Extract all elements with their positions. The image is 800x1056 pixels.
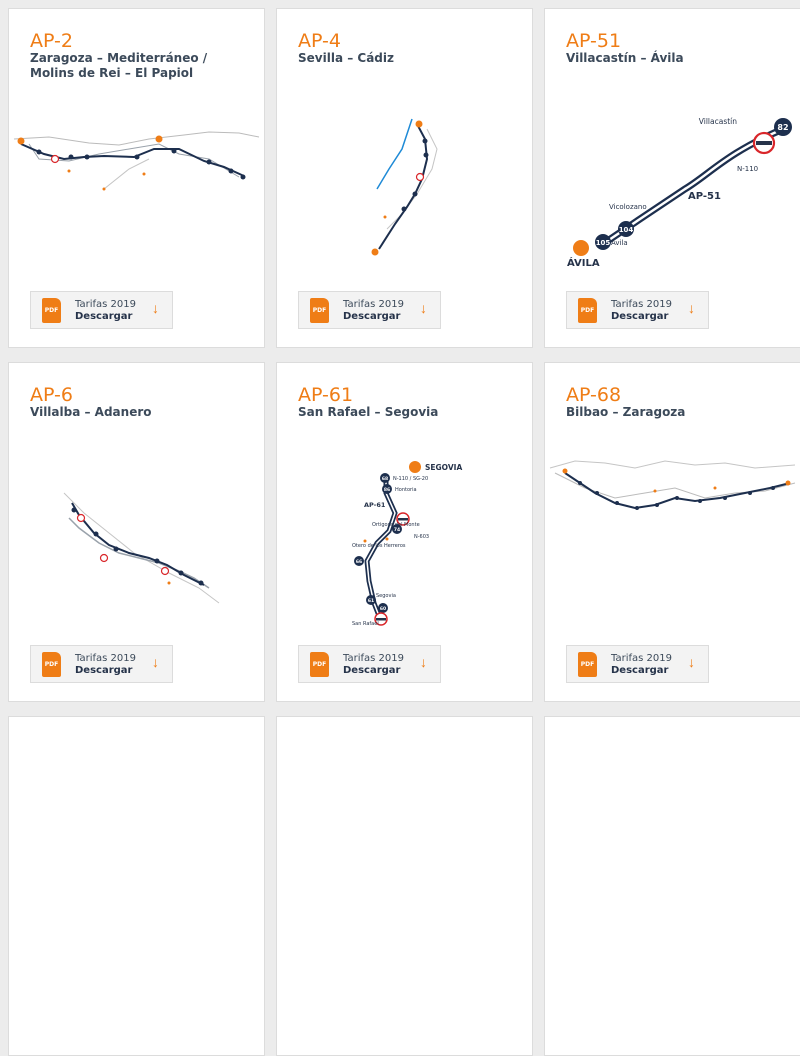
- svg-text:66: 66: [356, 559, 362, 565]
- card-route-name: San Rafael – Segovia: [298, 405, 439, 419]
- route-map[interactable]: 105 104 82 Villacastín N-110 AP-51 Vicol…: [545, 99, 800, 279]
- card-route-name: Bilbao – Zaragoza: [566, 405, 686, 419]
- hontoria-label: Hontoria: [395, 487, 417, 493]
- segovia-city-label: SEGOVIA: [425, 463, 462, 472]
- download-tariffs-button[interactable]: PDF Tarifas 2019 Descargar ↓: [566, 645, 709, 683]
- download-label: Descargar: [75, 311, 133, 322]
- n110-label: N-110: [737, 165, 758, 173]
- pdf-icon: PDF: [578, 652, 597, 677]
- otero-label: Otero de los Herreros: [352, 543, 406, 549]
- road-label: AP-61: [364, 501, 386, 509]
- card-next-1: [8, 716, 265, 1056]
- card-code: AP-51: [566, 30, 622, 52]
- download-arrow-icon: ↓: [688, 300, 695, 316]
- tariff-label: Tarifas 2019: [75, 653, 136, 664]
- download-label: Descargar: [75, 665, 133, 676]
- card-ap-4: AP-4 Sevilla – Cádiz PDF Tarifas 2019 De…: [276, 8, 533, 348]
- pdf-icon: PDF: [42, 652, 61, 677]
- ring-road-label: N-110 / SG-20: [393, 476, 428, 482]
- route-map[interactable]: [9, 453, 265, 633]
- download-tariffs-button[interactable]: PDF Tarifas 2019 Descargar ↓: [30, 645, 173, 683]
- card-code: AP-4: [298, 30, 341, 52]
- card-ap-51: AP-51 Villacastín – Ávila 105 104 82 Vil…: [544, 8, 800, 348]
- route-map[interactable]: [545, 453, 800, 633]
- road-label: AP-51: [688, 191, 721, 202]
- download-arrow-icon: ↓: [688, 654, 695, 670]
- download-label: Descargar: [611, 311, 669, 322]
- tariff-label: Tarifas 2019: [611, 299, 672, 310]
- card-ap-61: AP-61 San Rafael – Segovia SEGOVIA 68 N-…: [276, 362, 533, 702]
- download-arrow-icon: ↓: [152, 654, 159, 670]
- download-arrow-icon: ↓: [152, 300, 159, 316]
- n603-label: N-603: [414, 534, 429, 540]
- card-code: AP-6: [30, 384, 73, 406]
- card-ap-2: AP-2 Zaragoza – Mediterráneo / Molins de…: [8, 8, 265, 348]
- tariff-label: Tarifas 2019: [343, 299, 404, 310]
- card-route-name: Zaragoza – Mediterráneo / Molins de Rei …: [30, 51, 208, 80]
- avila-small-label: Ávila: [611, 238, 628, 247]
- svg-text:68: 68: [382, 476, 388, 482]
- download-label: Descargar: [611, 665, 669, 676]
- pdf-icon: PDF: [42, 298, 61, 323]
- card-next-3: [544, 716, 800, 1056]
- download-arrow-icon: ↓: [420, 300, 427, 316]
- download-tariffs-button[interactable]: PDF Tarifas 2019 Descargar ↓: [298, 645, 441, 683]
- download-tariffs-button[interactable]: PDF Tarifas 2019 Descargar ↓: [298, 291, 441, 329]
- download-label: Descargar: [343, 311, 401, 322]
- card-route-name: Sevilla – Cádiz: [298, 51, 394, 65]
- svg-text:86: 86: [384, 487, 390, 493]
- villacastin-label: Villacastín: [699, 117, 737, 126]
- tariff-label: Tarifas 2019: [611, 653, 672, 664]
- download-tariffs-button[interactable]: PDF Tarifas 2019 Descargar ↓: [566, 291, 709, 329]
- card-code: AP-61: [298, 384, 354, 406]
- pdf-icon: PDF: [310, 652, 329, 677]
- svg-text:74: 74: [394, 527, 400, 533]
- exit-105-label: 105: [596, 239, 611, 247]
- card-ap-6: AP-6 Villalba – Adanero PDF Tarifas 2019…: [8, 362, 265, 702]
- download-label: Descargar: [343, 665, 401, 676]
- card-next-2: [276, 716, 533, 1056]
- exit-104-label: 104: [619, 226, 634, 234]
- pdf-icon: PDF: [310, 298, 329, 323]
- segovia-small-label: Segovia: [376, 593, 396, 599]
- route-map[interactable]: SEGOVIA 68 N-110 / SG-20 86 Hontoria AP-…: [277, 453, 533, 633]
- card-ap-68: AP-68 Bilbao – Zaragoza PDF Tarifas 2019…: [544, 362, 800, 702]
- pdf-icon: PDF: [578, 298, 597, 323]
- svg-text:61: 61: [368, 598, 374, 604]
- card-code: AP-68: [566, 384, 622, 406]
- avila-city-label: ÁVILA: [567, 256, 600, 269]
- exit-82-label: 82: [777, 123, 788, 132]
- route-map[interactable]: [277, 99, 533, 279]
- download-tariffs-button[interactable]: PDF Tarifas 2019 Descargar ↓: [30, 291, 173, 329]
- card-code: AP-2: [30, 30, 73, 52]
- download-arrow-icon: ↓: [420, 654, 427, 670]
- vicolozano-label: Vicolozano: [609, 203, 647, 211]
- svg-text:60: 60: [380, 606, 386, 612]
- card-route-name: Villalba – Adanero: [30, 405, 152, 419]
- san-rafael-label: San Rafael: [352, 621, 379, 627]
- tariff-label: Tarifas 2019: [343, 653, 404, 664]
- route-map[interactable]: [9, 99, 265, 279]
- card-route-name: Villacastín – Ávila: [566, 51, 684, 65]
- tariff-label: Tarifas 2019: [75, 299, 136, 310]
